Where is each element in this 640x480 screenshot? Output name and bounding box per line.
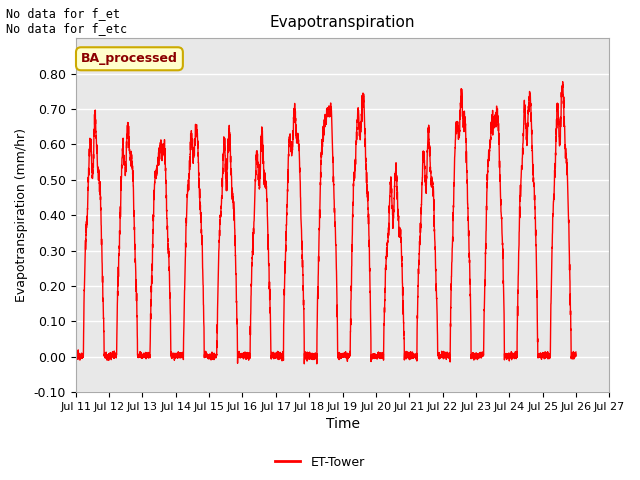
Text: No data for f_etc: No data for f_etc: [6, 22, 127, 35]
Y-axis label: Evapotranspiration (mm/hr): Evapotranspiration (mm/hr): [15, 128, 28, 302]
Text: No data for f_et: No data for f_et: [6, 7, 120, 20]
Text: BA_processed: BA_processed: [81, 52, 178, 65]
Title: Evapotranspiration: Evapotranspiration: [270, 15, 415, 30]
X-axis label: Time: Time: [326, 418, 360, 432]
Legend: ET-Tower: ET-Tower: [270, 451, 370, 474]
